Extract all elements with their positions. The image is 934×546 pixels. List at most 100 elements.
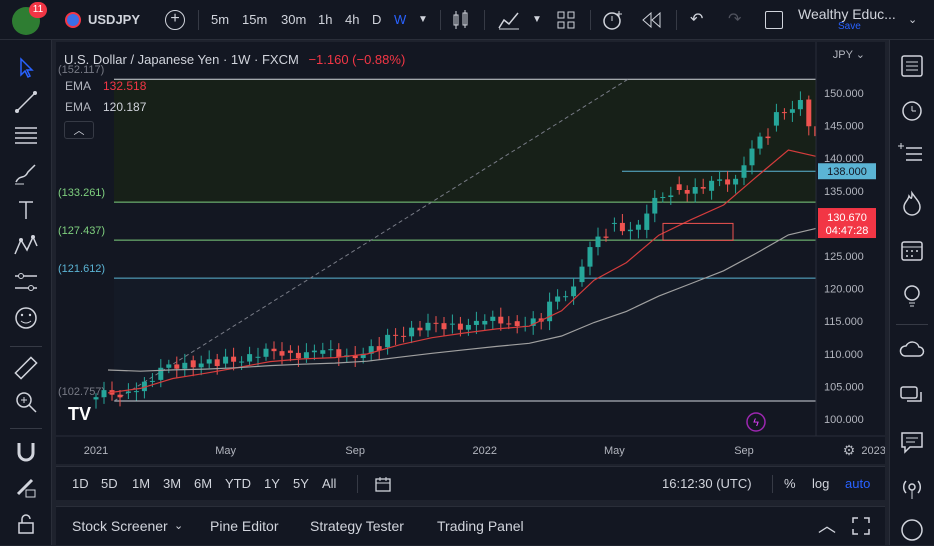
ideas-lightbulb-icon[interactable]	[898, 282, 926, 310]
candle-body[interactable]	[376, 346, 382, 351]
candle-body[interactable]	[611, 222, 617, 224]
chart-pane[interactable]: (152.117) (133.261) (127.437) (121.612) (102…	[56, 42, 934, 464]
candle-body[interactable]	[506, 323, 512, 325]
candle-body[interactable]	[457, 323, 463, 330]
candle-body[interactable]	[587, 247, 593, 267]
lightning-icon[interactable]	[746, 412, 766, 432]
candle-body[interactable]	[190, 360, 196, 368]
candle-body[interactable]	[603, 236, 609, 238]
layout-save-label[interactable]: Save	[838, 21, 861, 32]
candle-body[interactable]	[393, 334, 399, 336]
text-tool-icon[interactable]	[12, 196, 40, 224]
price-axis[interactable]	[816, 42, 885, 464]
replay-icon[interactable]	[642, 11, 662, 29]
tab-trading-panel[interactable]: Trading Panel	[437, 518, 524, 534]
candle-body[interactable]	[271, 348, 277, 352]
candle-body[interactable]	[401, 335, 407, 337]
candle-body[interactable]	[465, 324, 471, 330]
messages-icon[interactable]	[898, 428, 926, 456]
interval-4h[interactable]: 4h	[345, 12, 360, 27]
maximize-panel-icon[interactable]	[852, 517, 870, 535]
candle-body[interactable]	[360, 353, 366, 359]
ema-slow-label[interactable]: EMA	[65, 100, 92, 114]
ema-fast-line[interactable]	[107, 149, 934, 394]
tab-strategy-tester[interactable]: Strategy Tester	[310, 518, 404, 534]
range-all[interactable]: All	[322, 476, 337, 491]
candle-body[interactable]	[530, 318, 536, 326]
symbol-description[interactable]: U.S. Dollar / Japanese Yen · 1W · FXCM	[64, 52, 299, 67]
collapse-panel-chevron-up-icon[interactable]: ︿	[818, 516, 836, 536]
symbol-search-button[interactable]: USDJPY	[88, 12, 141, 27]
candle-body[interactable]	[644, 213, 650, 230]
candle-body[interactable]	[198, 363, 204, 368]
zoom-in-icon[interactable]	[12, 388, 40, 416]
candle-body[interactable]	[627, 229, 633, 232]
candle-body[interactable]	[441, 323, 447, 330]
candle-body[interactable]	[231, 356, 237, 362]
candle-body[interactable]	[133, 391, 139, 393]
interval-15m[interactable]: 15m	[242, 12, 268, 27]
candle-body[interactable]	[692, 187, 698, 194]
candle-body[interactable]	[166, 364, 172, 368]
candle-body[interactable]	[652, 197, 658, 214]
ruler-measure-icon[interactable]	[12, 354, 40, 382]
indicators-chevron-icon[interactable]: ▼	[532, 14, 542, 25]
templates-grid-icon[interactable]	[556, 10, 576, 30]
candle-body[interactable]	[676, 184, 682, 191]
pattern-tool-icon[interactable]	[12, 232, 40, 260]
candle-body[interactable]	[117, 394, 123, 398]
candle-body[interactable]	[158, 367, 164, 380]
undo-icon[interactable]: ↶	[690, 11, 704, 28]
magnet-icon[interactable]	[12, 438, 40, 466]
range-3m[interactable]: 3M	[163, 476, 182, 491]
candle-body[interactable]	[417, 327, 423, 331]
candle-body[interactable]	[579, 266, 585, 283]
candle-body[interactable]	[449, 323, 455, 325]
brush-icon[interactable]	[12, 160, 40, 188]
interval-30m[interactable]: 30m	[281, 12, 307, 27]
candle-body[interactable]	[328, 349, 334, 351]
candle-body[interactable]	[741, 165, 747, 178]
candle-body[interactable]	[773, 112, 779, 126]
candle-body[interactable]	[206, 359, 212, 364]
utc-time-label[interactable]: 16:12:30 (UTC)	[662, 476, 752, 491]
interval-5m[interactable]: 5m	[211, 12, 230, 27]
tab-pine-editor[interactable]: Pine Editor	[210, 518, 279, 534]
candle-body[interactable]	[303, 352, 309, 359]
price-chart[interactable]: (152.117) (133.261) (127.437) (121.612) (102…	[56, 42, 934, 464]
candle-body[interactable]	[223, 356, 229, 364]
candle-body[interactable]	[555, 296, 561, 302]
candle-body[interactable]	[806, 99, 812, 127]
candle-body[interactable]	[482, 320, 488, 325]
time-axis[interactable]	[56, 436, 885, 464]
streams-cloud-icon[interactable]	[898, 336, 926, 364]
candle-body[interactable]	[182, 362, 188, 369]
interval-dropdown-chevron-icon[interactable]: ▼	[418, 14, 428, 25]
go-to-date-icon[interactable]	[374, 475, 392, 493]
prediction-tool-icon[interactable]	[12, 268, 40, 296]
ema-fast-label[interactable]: EMA	[65, 79, 92, 93]
trend-line-icon[interactable]	[12, 88, 40, 116]
candle-body[interactable]	[781, 112, 787, 114]
candle-body[interactable]	[247, 354, 253, 362]
compare-add-icon[interactable]: +	[165, 10, 185, 30]
candle-body[interactable]	[717, 179, 723, 181]
candle-body[interactable]	[425, 322, 431, 331]
candle-body[interactable]	[619, 222, 625, 232]
candle-body[interactable]	[700, 187, 706, 189]
candle-body[interactable]	[514, 321, 520, 327]
tab-stock-screener[interactable]: Stock Screener	[72, 518, 168, 534]
lock-drawings-pencil-icon[interactable]	[12, 472, 40, 500]
candle-body[interactable]	[635, 224, 641, 230]
cursor-arrow-icon[interactable]	[12, 54, 40, 82]
calendar-icon[interactable]	[898, 236, 926, 264]
range-6m[interactable]: 6M	[194, 476, 213, 491]
auto-scale-toggle[interactable]: auto	[845, 476, 871, 491]
candle-body[interactable]	[93, 397, 99, 400]
layout-rectangle-icon[interactable]	[765, 11, 783, 29]
layout-chevron-down-icon[interactable]: ⌄	[908, 14, 918, 26]
help-icon[interactable]	[898, 516, 926, 544]
interval-w[interactable]: W	[394, 12, 407, 27]
candle-body[interactable]	[352, 355, 358, 359]
candle-body[interactable]	[368, 346, 374, 354]
